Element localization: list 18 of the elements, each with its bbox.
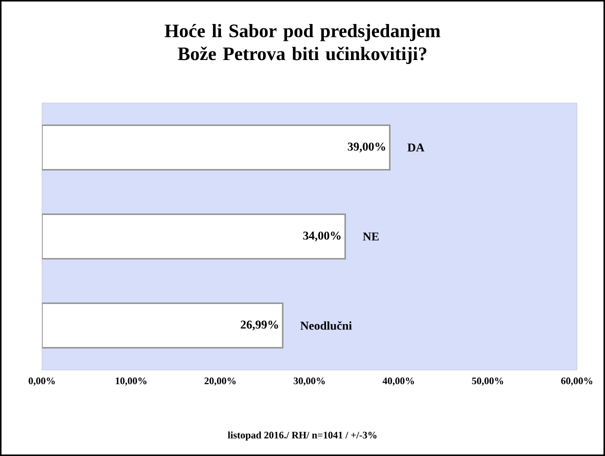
x-tick-label: 0,00%	[28, 378, 55, 386]
x-tick-label: 20,00%	[204, 378, 236, 386]
x-tick-label: 60,00%	[561, 378, 592, 386]
y-tick-label: NE	[362, 232, 379, 240]
data-label: 26,99%	[240, 320, 278, 330]
text: listopad 2016./ RH/ n=1041 / +/-3%	[228, 431, 376, 441]
x-tick-label: 50,00%	[472, 378, 504, 386]
bar	[42, 302, 284, 348]
data-label: 39,00%	[348, 142, 386, 152]
x-tick-label: 30,00%	[294, 378, 325, 386]
x-tick-label: 10,00%	[116, 378, 146, 386]
x-tick-label: 40,00%	[382, 378, 414, 386]
y-tick-label: Neodlučni	[300, 321, 352, 330]
bar	[42, 213, 346, 260]
y-tick-label: DA	[407, 144, 424, 152]
bar	[42, 124, 391, 170]
chart-title: Hoće li Sabor pod predsjedanjem Bože Petrova biti učinkovitiji?	[164, 24, 440, 64]
data-label: 34,00%	[303, 232, 341, 242]
